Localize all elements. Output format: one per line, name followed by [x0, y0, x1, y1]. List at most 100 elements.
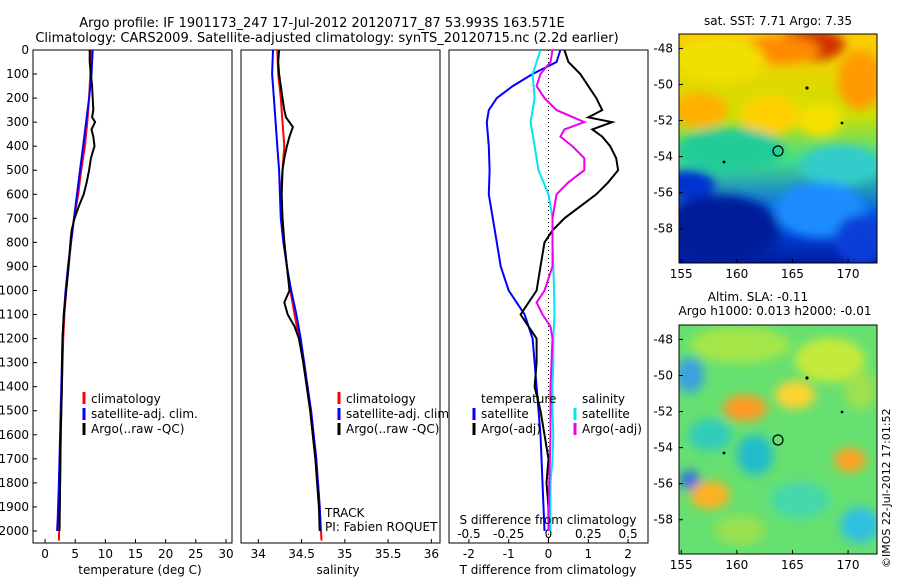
x-tick-label: 34.5	[288, 547, 315, 561]
legend-label-argo: Argo(..raw -QC)	[91, 422, 184, 436]
depth-tick-label: 100	[6, 67, 29, 81]
depth-tick-label: 1400	[0, 380, 29, 394]
lat-tick-label: -56	[653, 186, 673, 200]
difference-x-axis: -2 -1 0 1 2 -0.5 -0.25 0 0.25 0.5	[457, 527, 637, 561]
legend-label-climatology: climatology	[346, 392, 416, 406]
lon-tick-label: 160	[725, 558, 748, 572]
lat-tick-label: -50	[653, 368, 673, 382]
figure-title-line1: Argo profile: IF 1901173_247 17-Jul-2012…	[79, 16, 564, 31]
s-tick-label: -0.5	[457, 527, 480, 541]
lon-tick-label: 165	[781, 267, 804, 281]
temperature-axes	[32, 49, 233, 544]
argo-position-marker	[772, 434, 784, 446]
sla-lat-axis: -48 -50 -52 -54 -56 -58	[653, 332, 683, 527]
difference-legend: temperature salinity satellite Argo(-adj…	[472, 392, 642, 436]
lon-tick-label: 155	[670, 558, 693, 572]
depth-tick-label: 300	[6, 115, 29, 129]
legend-label-satellite: satellite-adj. clim.	[91, 407, 198, 421]
legend-label-s-satellite: satellite	[582, 407, 630, 421]
series-line-temperature-argo-adj-	[519, 49, 620, 531]
depth-tick-label: 1300	[0, 356, 29, 370]
depth-tick-label: 400	[6, 139, 29, 153]
s-tick-label: 0.5	[619, 527, 638, 541]
lon-tick-label: 155	[670, 267, 693, 281]
lat-tick-label: -52	[653, 405, 673, 419]
legend-title-salinity: salinity	[582, 392, 625, 406]
x-tick-label: 10	[98, 547, 113, 561]
lat-tick-label: -50	[653, 77, 673, 91]
sla-map-title1: Altim. SLA: -0.11	[708, 290, 808, 304]
legend-label-satellite: satellite-adj. clim.	[346, 407, 453, 421]
x-tick-label: 0	[41, 547, 49, 561]
temperature-panel: 0100200300400500600700800900100011001200…	[0, 43, 453, 577]
depth-tick-label: 1700	[0, 452, 29, 466]
depth-tick-label: 500	[6, 163, 29, 177]
series-line-salinity-argo-adj-	[535, 49, 587, 532]
s-tick-label: 0.25	[575, 527, 602, 541]
sla-map-image	[679, 325, 877, 554]
depth-tick-label: 1900	[0, 500, 29, 514]
x-tick-label: 35	[337, 547, 352, 561]
lat-tick-label: -58	[653, 222, 673, 236]
temperature-legend: climatology satellite-adj. clim. Argo(..…	[82, 392, 198, 436]
lat-tick-label: -52	[653, 114, 673, 128]
depth-tick-label: 800	[6, 235, 29, 249]
x-tick-label: 25	[188, 547, 203, 561]
track-label: TRACK	[324, 506, 366, 520]
depth-tick-label: 200	[6, 91, 29, 105]
depth-axis: 0 100 200 300 400 500 600 700 800 900 1000 1100 1200…	[0, 43, 453, 538]
legend-label-t-argo: Argo(-adj)	[481, 422, 541, 436]
lat-tick-label: -48	[653, 332, 673, 346]
lat-tick-label: -54	[653, 441, 673, 455]
legend-label-s-argo: Argo(-adj)	[582, 422, 642, 436]
s-tick-label: -0.25	[493, 527, 524, 541]
x-tick-label: 34	[251, 547, 266, 561]
salinity-x-axis: 34 34.5 35 35.5 36	[251, 539, 439, 561]
x-tick-label: 2	[624, 547, 632, 561]
difference-xlabel: T difference from climatology	[459, 563, 637, 577]
depth-tick-label: 1600	[0, 428, 29, 442]
lat-tick-label: -48	[653, 41, 673, 55]
depth-tick-label: 1000	[0, 283, 29, 297]
x-tick-label: 30	[218, 547, 233, 561]
temperature-xlabel: temperature (deg C)	[78, 563, 201, 577]
pi-label: PI: Fabien ROQUET	[325, 520, 438, 534]
lon-tick-label: 170	[837, 267, 860, 281]
depth-tick-label: 900	[6, 259, 29, 273]
x-tick-label: 1	[584, 547, 592, 561]
x-tick-label: 20	[158, 547, 173, 561]
figure-title-line2: Climatology: CARS2009. Satellite-adjuste…	[35, 31, 618, 46]
salinity-panel: 34 34.5 35 35.5 36 salinity climatology sate…	[240, 49, 453, 577]
salinity-legend: climatology satellite-adj. clim. Argo(..…	[337, 392, 453, 436]
series-line-argo-raw-qc-	[277, 49, 321, 532]
x-tick-label: 36	[424, 547, 439, 561]
sst-lon-axis: 155 160 165 170	[670, 259, 860, 281]
salinity-axes	[240, 49, 441, 544]
lon-tick-label: 170	[837, 558, 860, 572]
depth-tick-label: 2000	[0, 524, 29, 538]
temperature-lines	[56, 49, 97, 541]
x-tick-label: -1	[503, 547, 515, 561]
sst-map-title: sat. SST: 7.71 Argo: 7.35	[704, 14, 852, 28]
depth-tick-label: 600	[6, 187, 29, 201]
sst-lat-axis: -48 -50 -52 -54 -56 -58	[653, 41, 683, 236]
salinity-lines	[271, 49, 323, 541]
legend-title-temperature: temperature	[481, 392, 556, 406]
legend-label-t-satellite: satellite	[481, 407, 529, 421]
lon-tick-label: 160	[725, 267, 748, 281]
lat-tick-label: -54	[653, 150, 673, 164]
x-tick-label: 15	[128, 547, 143, 561]
lat-tick-label: -56	[653, 477, 673, 491]
depth-tick-label: 1500	[0, 404, 29, 418]
sla-map-panel: Altim. SLA: -0.11 Argo h1000: 0.013 h200…	[653, 290, 878, 572]
depth-tick-label: 700	[6, 211, 29, 225]
temperature-x-axis: 0 5 10 15 20 25 30	[41, 539, 234, 561]
x-tick-label: -2	[463, 547, 475, 561]
difference-lines	[485, 49, 620, 532]
sla-lon-axis: 155 160 165 170	[670, 550, 860, 572]
s-tick-label: 0	[545, 527, 553, 541]
x-tick-label: 5	[71, 547, 79, 561]
sst-map-panel: sat. SST: 7.71 Argo: 7.35	[653, 14, 878, 281]
legend-label-argo: Argo(..raw -QC)	[346, 422, 439, 436]
